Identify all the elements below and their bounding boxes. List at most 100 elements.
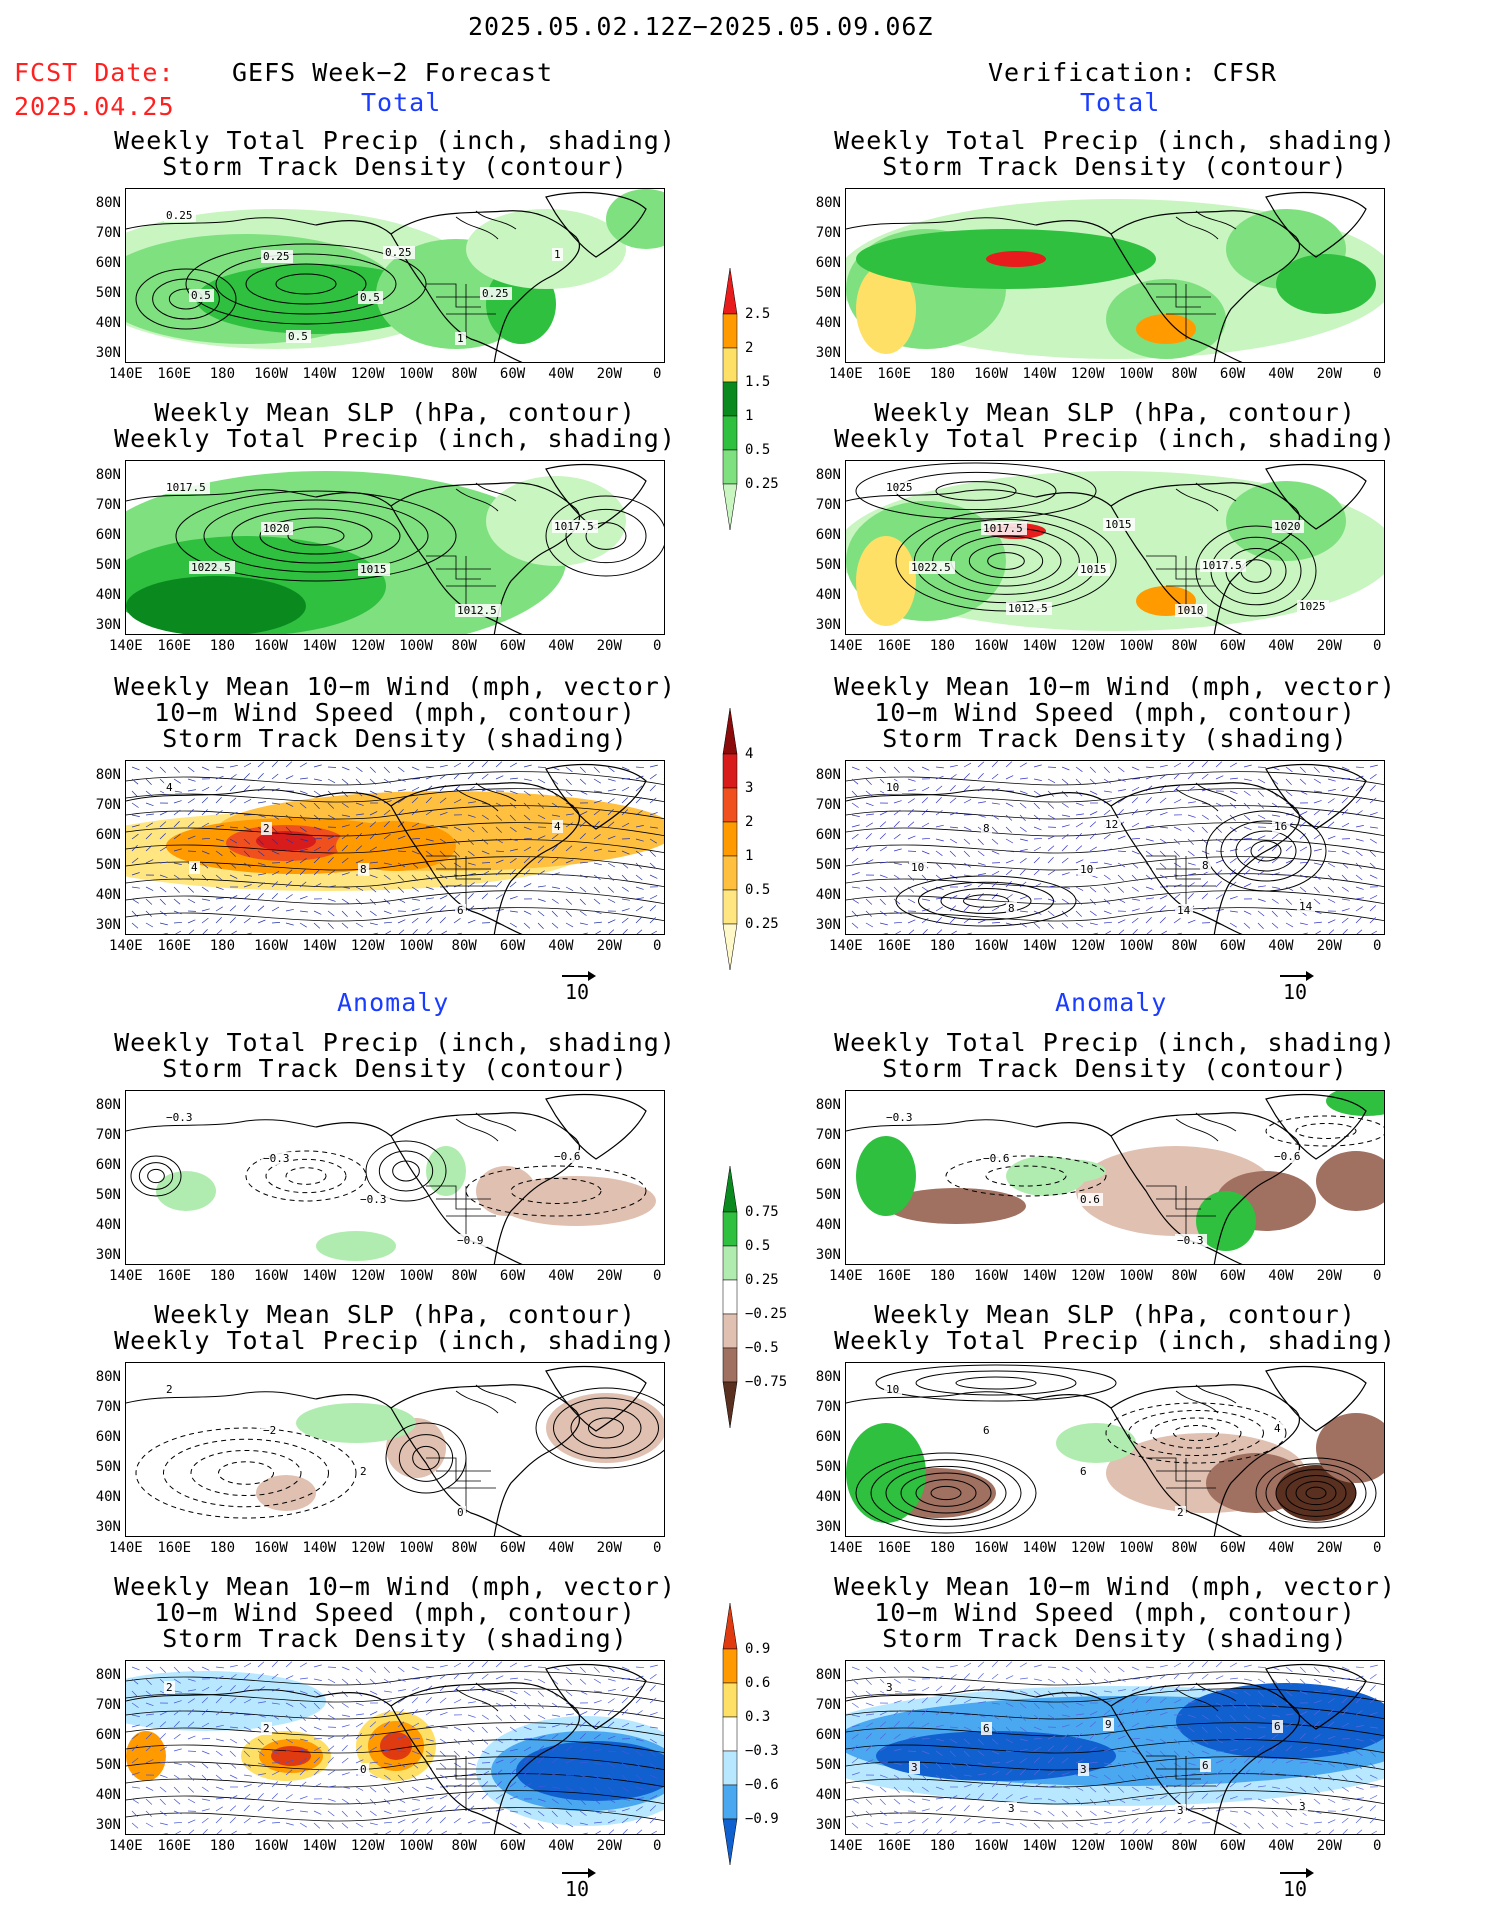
gefs-anom-slp-title: Weekly Mean SLP (hPa, contour) Weekly To… [114,1300,676,1355]
lon-label: 120W [1070,1838,1105,1854]
lon-label: 20W [1316,638,1342,654]
contour-label: 0 [360,1763,367,1776]
lon-label: 160W [974,1838,1008,1854]
colorbar-label: 2.5 [745,306,771,322]
colorbar-label: 1.5 [745,374,771,390]
colorbar-segment [722,1682,738,1718]
lon-label: 160E [877,1540,912,1556]
lon-label: 140E [109,366,143,382]
cfsr-total-slp-map: 1025 1017.5 1015 1010 1020 1022.5 1012.5 1015 10… [845,460,1385,635]
colorbar-label: 0.5 [745,1238,771,1254]
lat-label: 70N [95,1697,121,1713]
colorbar-segment [722,1313,738,1349]
lon-label: 120W [1070,1268,1105,1284]
lon-label: 140E [109,1268,143,1284]
lat-label: 50N [95,285,121,301]
lon-label: 140E [829,1540,863,1556]
lat-label: 30N [95,345,121,361]
colorbar-label: 0.3 [745,1709,771,1725]
lat-label: 50N [815,285,841,301]
lon-label: 80W [451,1268,477,1284]
contour-label: 1010 [1177,604,1204,617]
lon-label: 0 [653,1540,662,1556]
lat-label: 60N [95,255,121,271]
lon-label: 0 [1373,1838,1382,1854]
contour-label: 4 [554,820,561,833]
lon-label: 20W [596,938,622,954]
lat-label: 70N [95,1399,121,1415]
colorbar-segment [722,347,738,383]
contour-label: 10 [1080,863,1093,876]
lat-label: 60N [815,1429,841,1445]
lon-label: 80W [451,638,477,654]
lon-label: 40W [548,366,574,382]
contour-label: 1022.5 [911,561,951,574]
contour-label: 0.5 [360,291,380,304]
lat-label: 60N [95,1157,121,1173]
colorbar-total_track [722,707,738,971]
lon-label: 140E [109,938,143,954]
contour-label: 3 [886,1681,893,1694]
gefs-total-slp-map: 1017.5 1020 1015 1012.5 1017.5 1022.5 [125,460,665,635]
lat-label: 40N [95,887,121,903]
section-total-left: Total [361,88,442,117]
colorbar-segment [722,1818,738,1866]
contour-label: 8 [1008,902,1015,915]
colorbar-label: 2 [745,340,754,356]
lat-label: 30N [815,1817,841,1833]
ref-vector-arrow-anom-left [562,1868,596,1878]
contour-label: −0.3 [263,1152,290,1165]
contour-label: 6 [1202,1759,1209,1772]
lon-label: 140E [829,938,863,954]
lon-label: 160W [974,366,1008,382]
lat-label: 80N [95,1369,121,1385]
lon-label: 140W [302,366,337,382]
lon-label: 160W [974,1540,1008,1556]
lat-label: 30N [95,917,121,933]
lat-label: 80N [95,1097,121,1113]
lon-label: 60W [1219,366,1246,382]
lat-label: 60N [815,827,841,843]
lon-label: 140W [302,1540,337,1556]
colorbar-segment [722,1648,738,1684]
lon-label: 60W [499,1540,526,1556]
lat-label: 50N [95,1187,121,1203]
lon-label: 80W [1171,366,1197,382]
lat-label: 60N [95,1727,121,1743]
colorbar-segment [722,753,738,789]
lon-label: 0 [1373,1268,1382,1284]
contour-label: 0.25 [482,287,509,300]
lon-label: 160E [877,638,912,654]
lat-label: 80N [815,1667,841,1683]
lon-label: 140E [829,1268,863,1284]
cfsr-anom-wind-map: 3 6 3 3 6 3 3 9 6 3 [845,1660,1385,1835]
lon-label: 140E [829,1838,863,1854]
lon-label: 120W [1070,938,1105,954]
contour-label: 1020 [1274,520,1301,533]
lon-label: 140E [109,638,143,654]
lon-label: 80W [451,366,477,382]
lat-label: 50N [95,857,121,873]
lon-label: 140W [1022,366,1057,382]
colorbar-total_precip [722,267,738,531]
colorbar-label: −0.6 [745,1777,779,1793]
gefs-total-precip-map: 0.25 0.25 0.5 1 1 0.5 0.5 0.25 0.25 [125,188,665,363]
ref-vector-label-anom-right: 10 [1283,1877,1308,1901]
contour-label: 0.5 [288,330,308,343]
colorbar-segment [722,1279,738,1315]
lon-label: 40W [548,938,574,954]
colorbar-label: −0.9 [745,1811,779,1827]
lon-label: 80W [1171,638,1197,654]
contour-label: 1022.5 [191,561,231,574]
lat-label: 40N [815,1217,841,1233]
lat-label: 50N [815,1187,841,1203]
cfsr-total-precip-title: Weekly Total Precip (inch, shading) Stor… [834,126,1396,181]
cfsr-total-slp-title: Weekly Mean SLP (hPa, contour) Weekly To… [834,398,1396,453]
colorbar-segment [722,483,738,531]
lat-label: 40N [95,1217,121,1233]
contour-label: 2 [263,1722,270,1735]
colorbar-segment [722,1750,738,1786]
contour-label: −0.3 [166,1111,193,1124]
colorbar-segment [722,889,738,925]
lon-label: 40W [1268,1540,1294,1556]
